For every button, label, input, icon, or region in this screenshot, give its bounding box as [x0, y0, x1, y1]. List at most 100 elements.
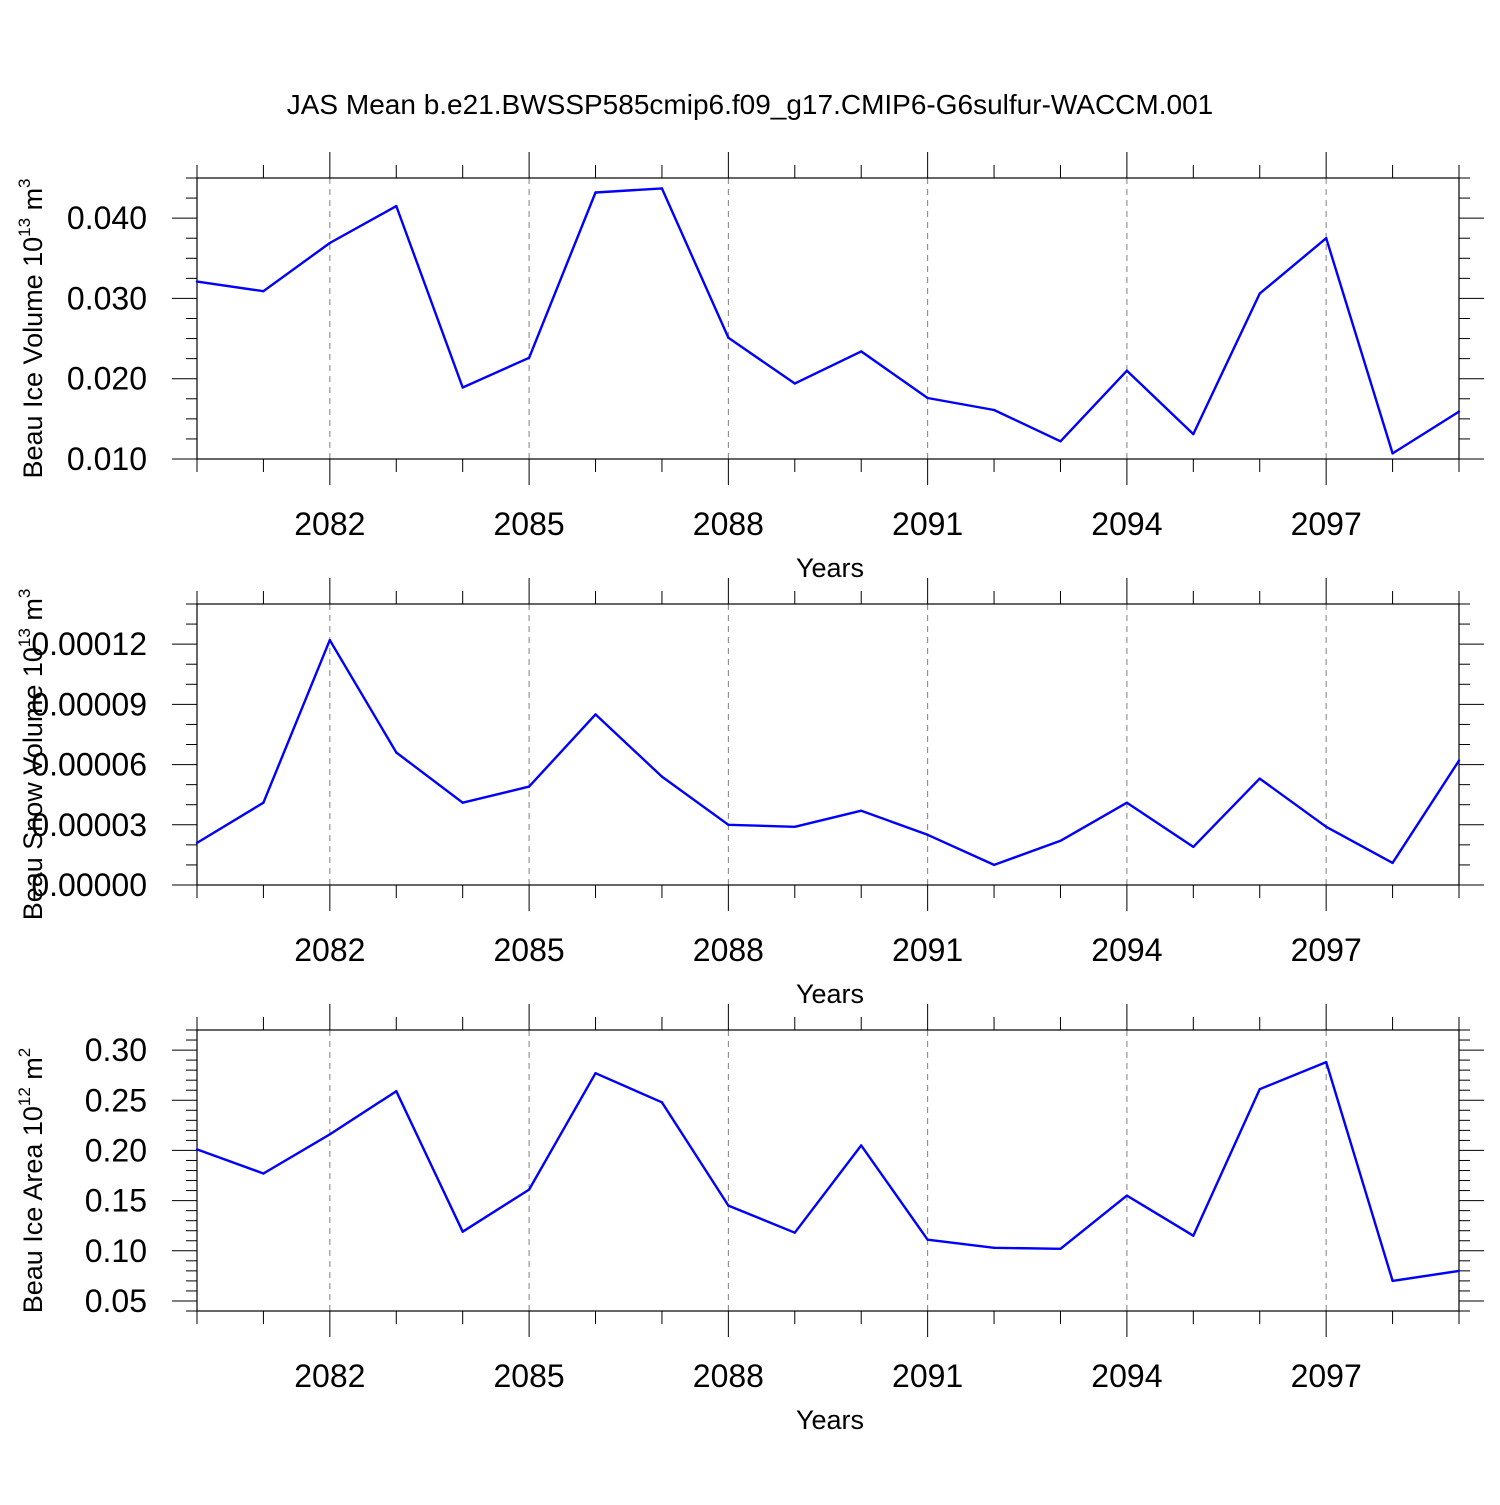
y-axis-label: Beau Ice Area 1012 m2 [15, 1048, 48, 1314]
x-tick-label: 2094 [1091, 1358, 1162, 1394]
data-point [1059, 1247, 1062, 1250]
x-tick-label: 2097 [1291, 932, 1362, 968]
data-point [395, 1090, 398, 1093]
y-tick-label: 0.05 [85, 1283, 147, 1319]
figure-title: JAS Mean b.e21.BWSSP585cmip6.f09_g17.CMI… [287, 89, 1213, 120]
data-point [461, 1230, 464, 1233]
plot-frame [196, 177, 1460, 460]
data-point [328, 638, 332, 642]
y-axis-label: Beau Ice Volume 1013 m3 [15, 178, 48, 478]
x-axis-label: Years [796, 1405, 864, 1435]
x-tick-label: 2091 [892, 506, 963, 542]
data-point [395, 751, 398, 754]
data-point [1324, 1060, 1328, 1064]
data-point [1457, 759, 1461, 762]
x-tick-label: 2094 [1091, 506, 1162, 542]
panel-1: 0.010 0.020 0.030 0.040 2082 2085 2088 2091 2094… [15, 152, 1484, 583]
data-point [860, 350, 863, 353]
x-tick-label: 2082 [294, 932, 365, 968]
data-point [727, 1204, 730, 1207]
y-tick-label: 0.00000 [31, 867, 147, 903]
data-point [395, 204, 398, 208]
x-tick-label: 2091 [892, 932, 963, 968]
x-tick-label: 2094 [1091, 932, 1162, 968]
data-point [262, 290, 265, 293]
plot-frame [196, 603, 1460, 886]
data-point [1391, 452, 1394, 455]
panel-3: 0.05 0.10 0.15 0.20 0.25 0.30 2082 2085 2088 2091… [15, 1004, 1484, 1435]
data-point [860, 1144, 863, 1147]
data-point [860, 809, 863, 812]
data-point [1125, 801, 1129, 804]
x-tick-label: 2097 [1291, 506, 1362, 542]
data-point [195, 1148, 199, 1151]
y-tick-label: 0.25 [85, 1082, 147, 1118]
data-point [527, 1188, 531, 1191]
data-point [1258, 777, 1261, 780]
x-tick-label: 2085 [494, 932, 565, 968]
data-point [195, 841, 199, 845]
data-point [926, 396, 929, 400]
x-tick-label: 2091 [892, 1358, 963, 1394]
data-point [793, 825, 796, 828]
y-tick-label: 0.10 [85, 1233, 147, 1269]
data-point [1059, 839, 1062, 843]
y-axis-label: Beau Snow Volume 1013 m3 [15, 589, 48, 921]
data-point [1324, 237, 1328, 240]
x-tick-label: 2088 [693, 506, 764, 542]
y-tick-label: 0.040 [67, 200, 147, 236]
data-point [1391, 861, 1394, 865]
data-point [1125, 369, 1129, 372]
data-point [328, 1133, 332, 1136]
data-point [328, 241, 332, 245]
plot-frame [196, 1029, 1460, 1312]
data-point [793, 382, 796, 385]
data-point [195, 280, 199, 283]
data-point [1192, 845, 1195, 849]
x-tick-label: 2085 [494, 1358, 565, 1394]
data-point [1258, 292, 1261, 295]
y-tick-label: 0.20 [85, 1132, 147, 1168]
data-point [793, 1231, 796, 1234]
x-tick-label: 2088 [693, 932, 764, 968]
data-point [727, 823, 730, 826]
data-point [1258, 1088, 1261, 1091]
y-tick-label: 0.020 [67, 361, 147, 397]
y-tick-label: 0.00009 [31, 686, 147, 722]
data-point [527, 785, 531, 788]
x-axis-label: Years [796, 553, 864, 583]
data-point [727, 336, 730, 339]
data-point [1457, 1269, 1461, 1273]
series-line [196, 187, 1460, 455]
data-point [262, 801, 265, 804]
data-point [1192, 1234, 1195, 1237]
x-axis-label: Years [796, 979, 864, 1009]
x-tick-label: 2088 [693, 1358, 764, 1394]
data-point [527, 356, 531, 360]
data-point [992, 408, 996, 412]
data-point [1192, 432, 1195, 436]
data-point [926, 833, 929, 837]
data-point [992, 863, 996, 867]
y-tick-label: 0.00006 [31, 747, 147, 783]
data-point [594, 1071, 597, 1075]
series-line [196, 638, 1461, 867]
data-point [1391, 1279, 1394, 1283]
y-tick-label: 0.30 [85, 1032, 147, 1068]
data-point [926, 1238, 929, 1241]
data-point [594, 713, 597, 716]
data-point [1059, 440, 1062, 443]
data-point [262, 1172, 265, 1175]
data-point [461, 386, 464, 389]
data-point [594, 191, 597, 194]
data-point [461, 801, 464, 804]
y-tick-label: 0.15 [85, 1183, 147, 1219]
x-tick-label: 2082 [294, 506, 365, 542]
series-line [196, 1060, 1460, 1283]
x-tick-label: 2082 [294, 1358, 365, 1394]
data-point [660, 1101, 664, 1104]
y-tick-label: 0.030 [67, 280, 147, 316]
data-point [992, 1246, 996, 1249]
data-point [660, 775, 664, 778]
